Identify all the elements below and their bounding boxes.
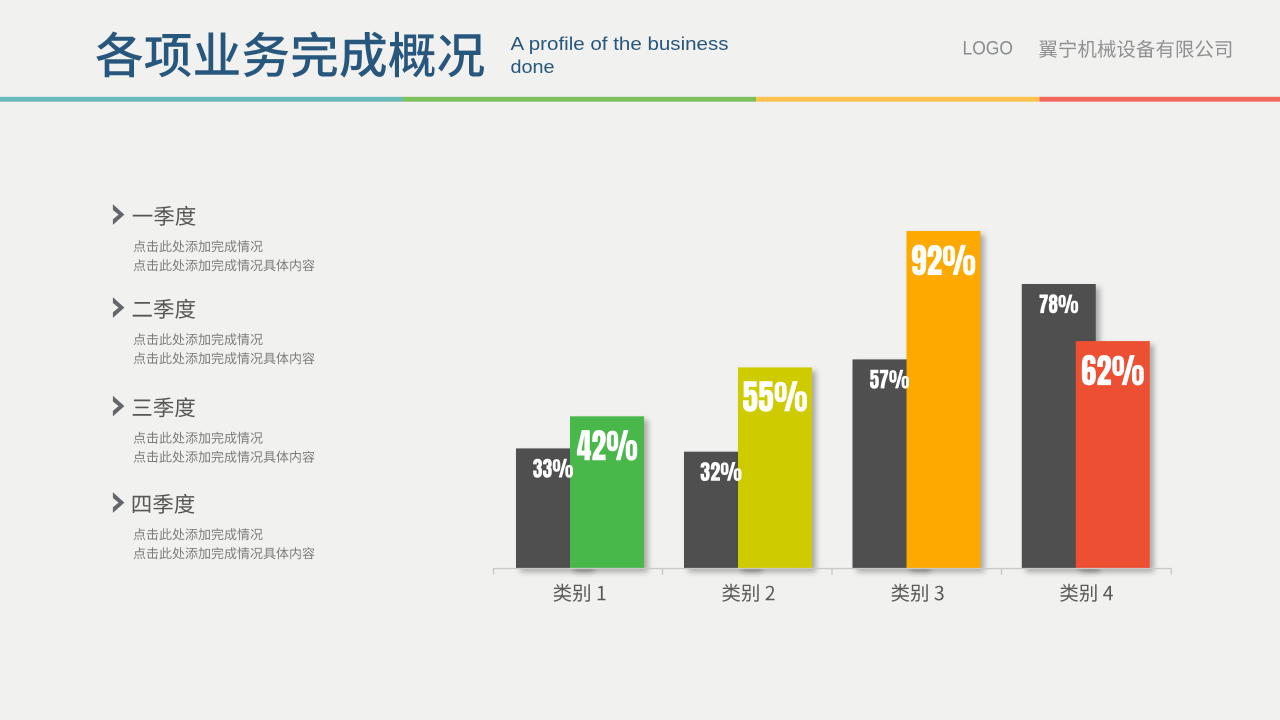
svg-text:done: done bbox=[511, 57, 555, 77]
svg-text:LOGO: LOGO bbox=[963, 37, 1014, 59]
svg-text:A profile of the business: A profile of the business bbox=[511, 34, 729, 54]
